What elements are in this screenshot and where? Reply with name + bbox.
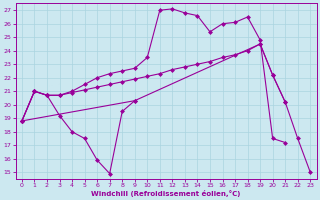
X-axis label: Windchill (Refroidissement éolien,°C): Windchill (Refroidissement éolien,°C) [92,190,241,197]
